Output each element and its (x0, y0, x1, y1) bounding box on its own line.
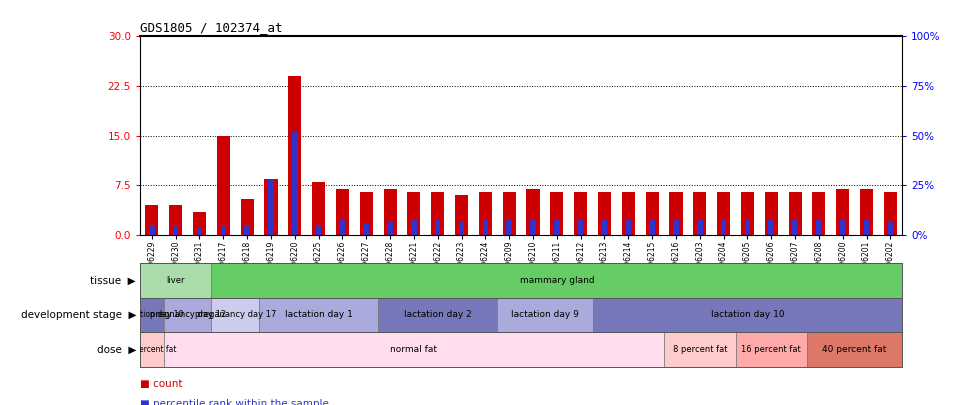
Bar (458, 221, 464, 235)
Text: liver: liver (166, 276, 185, 285)
Bar (840, 219, 845, 235)
Bar (336, 189, 349, 235)
Bar (864, 219, 869, 235)
Bar (497, 298, 593, 332)
Bar (664, 332, 735, 367)
Bar (745, 219, 750, 235)
Text: pregnancy day 12: pregnancy day 12 (150, 310, 226, 320)
Bar (364, 223, 369, 235)
Bar (735, 332, 807, 367)
Bar (268, 179, 274, 235)
Bar (816, 219, 821, 235)
Bar (173, 225, 179, 235)
Bar (621, 192, 635, 235)
Bar (888, 221, 894, 235)
Text: development stage  ▶: development stage ▶ (20, 310, 136, 320)
Bar (574, 192, 588, 235)
Bar (697, 219, 703, 235)
Bar (221, 225, 226, 235)
Bar (264, 179, 278, 235)
Bar (836, 189, 849, 235)
Bar (164, 332, 664, 367)
Bar (378, 298, 497, 332)
Bar (316, 225, 321, 235)
Bar (193, 212, 207, 235)
Text: lactation day 10: lactation day 10 (710, 310, 785, 320)
Bar (289, 76, 301, 235)
Text: 8 percent fat: 8 percent fat (673, 345, 727, 354)
Bar (240, 198, 254, 235)
Bar (674, 219, 678, 235)
Bar (860, 189, 873, 235)
Text: lactation day 1: lactation day 1 (285, 310, 352, 320)
Bar (625, 219, 631, 235)
Bar (149, 225, 154, 235)
Text: mammary gland: mammary gland (519, 276, 594, 285)
Bar (455, 195, 468, 235)
Bar (598, 192, 611, 235)
Bar (169, 205, 182, 235)
Bar (197, 227, 203, 235)
Bar (312, 182, 325, 235)
Bar (479, 192, 492, 235)
Bar (593, 298, 902, 332)
Text: tissue  ▶: tissue ▶ (91, 275, 136, 286)
Bar (340, 219, 345, 235)
Bar (649, 219, 655, 235)
Bar (884, 192, 896, 235)
Bar (554, 219, 560, 235)
Text: preganancy day 17: preganancy day 17 (195, 310, 276, 320)
Text: normal fat: normal fat (391, 345, 437, 354)
Bar (507, 219, 512, 235)
Bar (146, 205, 158, 235)
Bar (527, 189, 539, 235)
Bar (217, 136, 230, 235)
Text: ■ count: ■ count (140, 379, 182, 389)
Text: GDS1805 / 102374_at: GDS1805 / 102374_at (140, 21, 283, 34)
Bar (383, 189, 397, 235)
Bar (530, 219, 536, 235)
Bar (292, 132, 297, 235)
Bar (578, 219, 584, 235)
Bar (602, 219, 607, 235)
Bar (646, 192, 659, 235)
Text: lactation day 10: lactation day 10 (121, 310, 183, 320)
Bar (482, 219, 488, 235)
Bar (503, 192, 515, 235)
Bar (792, 219, 798, 235)
Bar (670, 192, 682, 235)
Text: dose  ▶: dose ▶ (96, 344, 136, 354)
Bar (164, 298, 211, 332)
Bar (693, 192, 706, 235)
Bar (140, 263, 211, 298)
Bar (259, 298, 378, 332)
Text: ■ percentile rank within the sample: ■ percentile rank within the sample (140, 399, 329, 405)
Bar (550, 192, 564, 235)
Bar (360, 192, 372, 235)
Bar (211, 298, 259, 332)
Bar (411, 219, 417, 235)
Bar (721, 219, 727, 235)
Bar (768, 219, 774, 235)
Bar (717, 192, 731, 235)
Text: lactation day 9: lactation day 9 (511, 310, 579, 320)
Bar (788, 192, 802, 235)
Text: 8 percent fat: 8 percent fat (127, 345, 177, 354)
Bar (407, 192, 421, 235)
Bar (140, 298, 164, 332)
Text: 16 percent fat: 16 percent fat (741, 345, 801, 354)
Bar (431, 192, 444, 235)
Bar (813, 192, 825, 235)
Bar (764, 192, 778, 235)
Bar (387, 221, 393, 235)
Text: 40 percent fat: 40 percent fat (822, 345, 887, 354)
Bar (244, 225, 250, 235)
Text: lactation day 2: lactation day 2 (403, 310, 472, 320)
Bar (140, 332, 164, 367)
Bar (741, 192, 754, 235)
Bar (807, 332, 902, 367)
Bar (435, 219, 440, 235)
